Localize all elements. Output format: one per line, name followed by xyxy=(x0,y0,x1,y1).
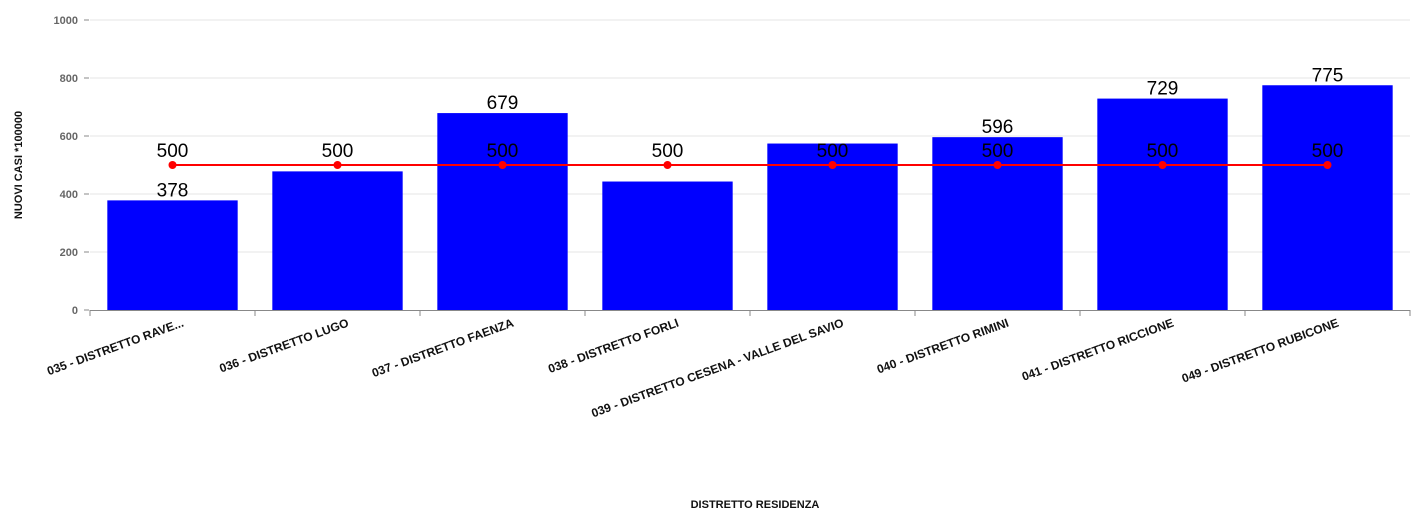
y-axis: 0 200 400 600 800 1000 xyxy=(54,15,89,317)
x-tick-label: 040 - DISTRETTO RIMINI xyxy=(875,316,1011,377)
reference-point xyxy=(1158,161,1167,169)
bar xyxy=(602,181,733,310)
line-series xyxy=(168,161,1332,169)
line-data-label: 500 xyxy=(487,141,519,162)
reference-point xyxy=(993,161,1002,169)
bar-data-label: 729 xyxy=(1147,79,1179,100)
x-tick-label: 035 - DISTRETTO RAVE... xyxy=(45,316,185,378)
x-axis-title: DISTRETTO RESIDENZA xyxy=(691,499,820,511)
line-data-label: 500 xyxy=(982,141,1014,162)
reference-point xyxy=(168,161,177,169)
line-data-label: 500 xyxy=(1147,141,1179,162)
x-tick-labels: 035 - DISTRETTO RAVE... 036 - DISTRETTO L… xyxy=(45,316,1340,421)
x-tick-label: 037 - DISTRETTO FAENZA xyxy=(370,316,516,381)
reference-point xyxy=(1323,161,1332,169)
bar xyxy=(437,113,568,310)
reference-point xyxy=(498,161,507,169)
bar xyxy=(767,143,898,310)
y-tick-label: 0 xyxy=(72,305,78,317)
reference-point xyxy=(663,161,672,169)
x-axis xyxy=(89,310,1411,316)
x-tick-label: 049 - DISTRETTO RUBICONE xyxy=(1180,316,1341,386)
line-data-label: 500 xyxy=(652,141,684,162)
x-tick-label: 039 - DISTRETTO CESENA - VALLE DEL SAVIO xyxy=(589,316,845,421)
bar-data-label: 378 xyxy=(157,180,189,201)
y-tick-label: 400 xyxy=(60,189,78,201)
bar xyxy=(1097,98,1228,310)
bar-data-label: 596 xyxy=(982,117,1014,138)
y-tick-label: 600 xyxy=(60,131,78,143)
y-tick-label: 800 xyxy=(60,73,78,85)
reference-point xyxy=(828,161,837,169)
y-tick-label: 1000 xyxy=(54,15,78,27)
x-tick-label: 036 - DISTRETTO LUGO xyxy=(217,316,350,376)
bar xyxy=(1262,85,1393,310)
bar-data-label: 775 xyxy=(1312,65,1344,86)
bar-series xyxy=(107,85,1393,310)
line-data-label: 500 xyxy=(322,141,354,162)
bar-data-label: 679 xyxy=(487,93,519,114)
x-tick-label: 041 - DISTRETTO RICCIONE xyxy=(1020,316,1176,384)
bar xyxy=(107,200,238,310)
line-data-label: 500 xyxy=(1312,141,1344,162)
line-data-label: 500 xyxy=(817,141,849,162)
y-axis-title: NUOVI CASI *100000 xyxy=(13,111,25,219)
data-labels: 378 679 596 729 775 500 500 500 500 500 500 500 500 xyxy=(157,65,1344,201)
reference-point xyxy=(333,161,342,169)
y-tick-label: 200 xyxy=(60,247,78,259)
bar xyxy=(272,171,403,310)
line-data-label: 500 xyxy=(157,141,189,162)
x-tick-label: 038 - DISTRETTO FORLI xyxy=(546,316,680,376)
